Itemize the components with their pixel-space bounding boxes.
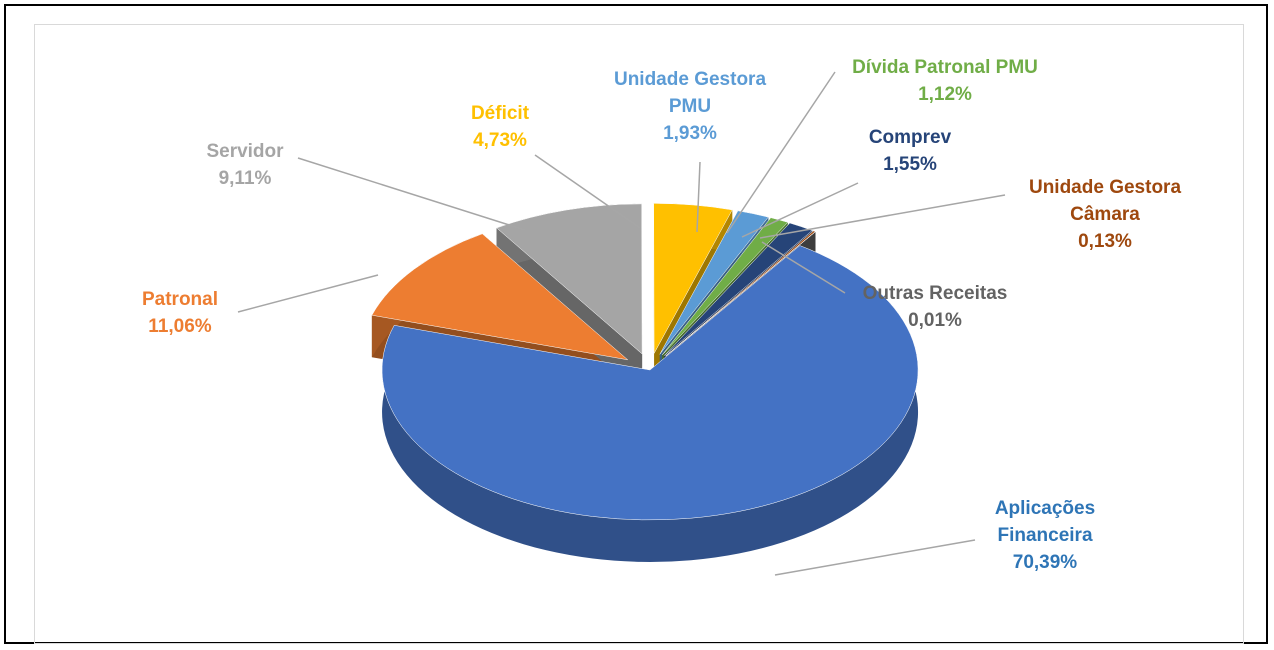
slice: [381, 245, 919, 521]
data-label: Déficit 4,73%: [440, 100, 560, 154]
leader-line: [696, 161, 701, 233]
leader-line: [297, 157, 526, 231]
slice: [665, 231, 817, 357]
data-label: Patronal 11,06%: [120, 286, 240, 340]
leader-line: [741, 182, 859, 238]
value-label: 1,93%: [663, 123, 717, 144]
leader-line: [759, 194, 1006, 239]
data-label: Servidor 9,11%: [185, 138, 305, 192]
value-label: 0,13%: [1078, 231, 1132, 252]
data-label: Unidade Gestora Câmara 0,13%: [1005, 174, 1205, 255]
category-name: Aplicações Financeira: [994, 498, 1096, 546]
slice: [496, 203, 643, 355]
value-label: 1,12%: [918, 84, 972, 105]
leader-line: [534, 154, 641, 229]
leader-line: [237, 274, 379, 313]
category-name: Outras Receitas: [862, 283, 1008, 304]
slice: [371, 233, 629, 361]
slice: [659, 210, 769, 355]
category-name: Unidade Gestora PMU: [613, 69, 767, 117]
leader-line: [726, 71, 836, 234]
data-label: Outras Receitas 0,01%: [835, 280, 1035, 334]
slice: [653, 203, 733, 354]
value-label: 11,06%: [148, 316, 212, 337]
category-name: Patronal: [141, 289, 219, 310]
data-label: Dívida Patronal PMU 1,12%: [825, 54, 1065, 108]
category-name: Dívida Patronal PMU: [852, 57, 1038, 78]
leader-line: [774, 539, 976, 576]
category-name: Unidade Gestora Câmara: [1028, 177, 1182, 225]
data-label: Aplicações Financeira 70,39%: [975, 495, 1115, 576]
slice: [664, 222, 813, 356]
value-label: 1,55%: [883, 154, 937, 175]
data-label: Unidade Gestora PMU 1,93%: [610, 66, 770, 147]
category-name: Servidor: [206, 141, 284, 162]
data-label: Comprev 1,55%: [850, 124, 970, 178]
value-label: 4,73%: [473, 130, 527, 151]
plot-area: [34, 24, 1244, 644]
value-label: 0,01%: [908, 310, 962, 331]
leader-line: [761, 241, 846, 294]
category-name: Déficit: [470, 103, 530, 124]
value-label: 9,11%: [218, 168, 272, 189]
category-name: Comprev: [868, 127, 952, 148]
value-label: 70,39%: [1012, 552, 1078, 573]
